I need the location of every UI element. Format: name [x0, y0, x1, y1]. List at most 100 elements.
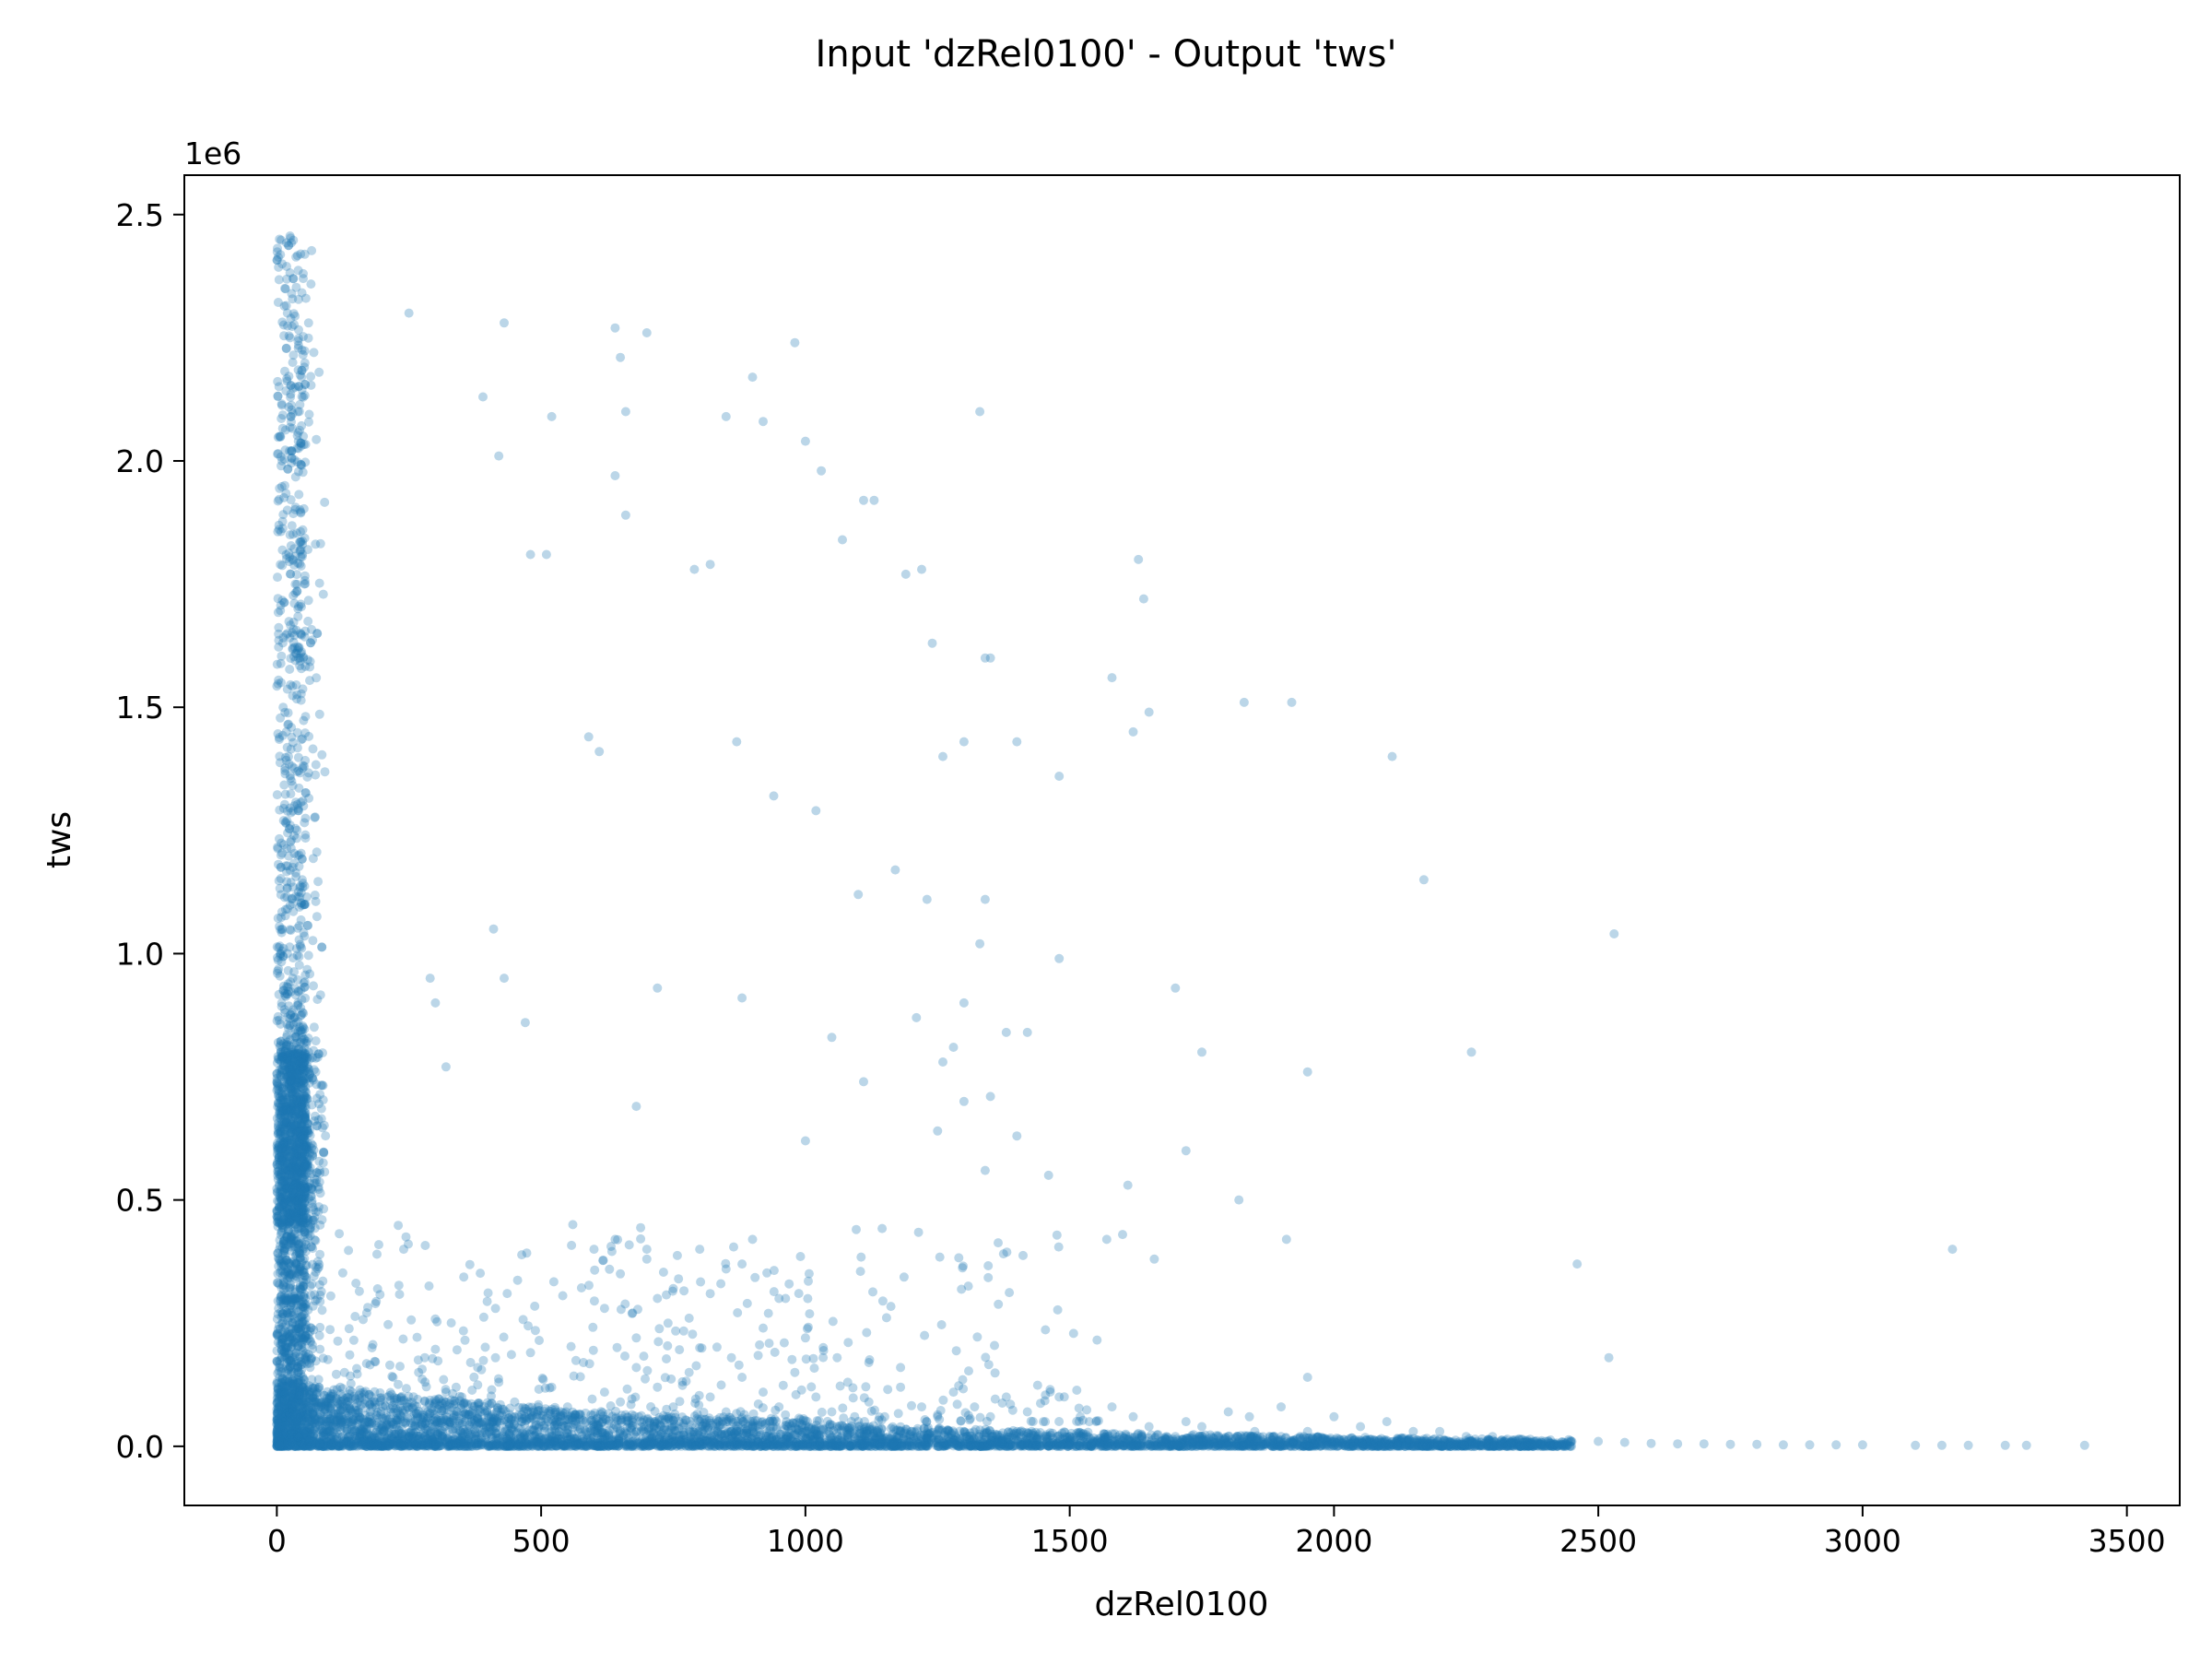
data-point: [1389, 1440, 1399, 1450]
data-point: [571, 1440, 581, 1450]
data-point: [1546, 1435, 1556, 1445]
data-point: [1018, 1430, 1029, 1440]
data-point: [350, 1441, 360, 1451]
data-point: [505, 1441, 515, 1451]
data-point: [275, 1437, 285, 1447]
data-point: [456, 1427, 466, 1437]
data-point: [1408, 1434, 1418, 1444]
data-point: [859, 1440, 869, 1450]
data-point: [805, 1441, 815, 1451]
data-point: [1034, 1440, 1044, 1450]
data-point: [1041, 1434, 1052, 1444]
data-point: [1044, 1432, 1054, 1442]
data-point: [610, 1436, 620, 1446]
data-point: [1358, 1438, 1367, 1448]
data-point: [793, 1428, 803, 1438]
data-point: [357, 1440, 367, 1450]
data-point: [966, 1440, 976, 1450]
data-point: [659, 1436, 669, 1446]
data-point: [854, 1435, 865, 1446]
data-point: [532, 1436, 542, 1446]
data-point: [319, 1427, 329, 1436]
data-point: [1124, 1432, 1135, 1442]
data-point: [1198, 1434, 1208, 1444]
data-point: [866, 1437, 877, 1447]
data-point: [1028, 1428, 1038, 1438]
data-point: [1118, 1440, 1128, 1450]
data-point: [1403, 1435, 1413, 1446]
data-point: [1488, 1441, 1499, 1451]
data-point: [466, 1432, 477, 1442]
data-point: [1071, 1441, 1081, 1451]
data-point: [1423, 1441, 1433, 1451]
data-point: [578, 1434, 588, 1444]
data-point: [470, 1438, 480, 1448]
data-point: [768, 1422, 778, 1432]
data-point: [1443, 1440, 1453, 1450]
data-point: [680, 1438, 690, 1448]
data-point: [437, 1426, 447, 1436]
data-point: [300, 1441, 310, 1451]
data-point: [730, 1430, 740, 1440]
data-point: [274, 1441, 284, 1450]
data-point: [830, 1441, 840, 1451]
data-point: [617, 1417, 627, 1427]
data-point: [982, 1441, 992, 1451]
data-point: [363, 1417, 373, 1427]
data-point: [919, 1423, 929, 1434]
data-point: [1196, 1441, 1206, 1451]
data-point: [641, 1436, 652, 1446]
data-point: [342, 1403, 352, 1413]
data-point: [547, 1437, 557, 1446]
data-point: [1018, 1439, 1029, 1449]
data-point: [759, 1420, 770, 1429]
data-point: [1138, 1441, 1148, 1451]
data-point: [348, 1441, 359, 1451]
data-point: [277, 1415, 287, 1425]
data-point: [1489, 1440, 1499, 1449]
data-point: [1370, 1435, 1380, 1446]
data-point: [1233, 1441, 1243, 1451]
data-point: [325, 1440, 335, 1450]
data-point: [1558, 1440, 1568, 1450]
data-point: [438, 1430, 448, 1440]
data-point: [439, 1413, 449, 1423]
data-point: [436, 1441, 445, 1451]
data-point: [431, 1440, 441, 1450]
data-point: [1347, 1438, 1357, 1447]
data-point: [335, 1401, 346, 1411]
data-point: [823, 1439, 833, 1449]
data-point: [507, 1423, 517, 1434]
data-point: [727, 1441, 737, 1451]
data-point: [581, 1426, 591, 1435]
data-point: [815, 1440, 825, 1450]
data-point: [850, 1425, 860, 1434]
data-point: [365, 1399, 375, 1410]
data-point: [1205, 1439, 1214, 1449]
data-point: [877, 1423, 887, 1434]
data-point: [934, 1434, 944, 1445]
data-point: [336, 1417, 347, 1427]
data-point: [1198, 1440, 1208, 1450]
data-point: [644, 1418, 654, 1428]
data-point: [1371, 1441, 1381, 1451]
data-point: [857, 1441, 867, 1451]
data-point: [705, 1437, 715, 1447]
data-point: [455, 1439, 465, 1449]
data-point: [894, 1433, 904, 1443]
data-point: [419, 1410, 429, 1421]
data-point: [463, 1436, 473, 1446]
data-point: [1098, 1435, 1108, 1446]
data-point: [588, 1441, 598, 1451]
data-point: [1032, 1434, 1042, 1444]
data-point: [300, 1441, 310, 1450]
data-point: [1182, 1441, 1193, 1451]
data-point: [794, 1440, 805, 1450]
data-point: [1078, 1429, 1088, 1439]
data-point: [1036, 1441, 1046, 1451]
data-point: [492, 1441, 502, 1451]
data-point: [1100, 1441, 1111, 1451]
data-point: [516, 1441, 526, 1451]
data-point: [1181, 1441, 1190, 1451]
